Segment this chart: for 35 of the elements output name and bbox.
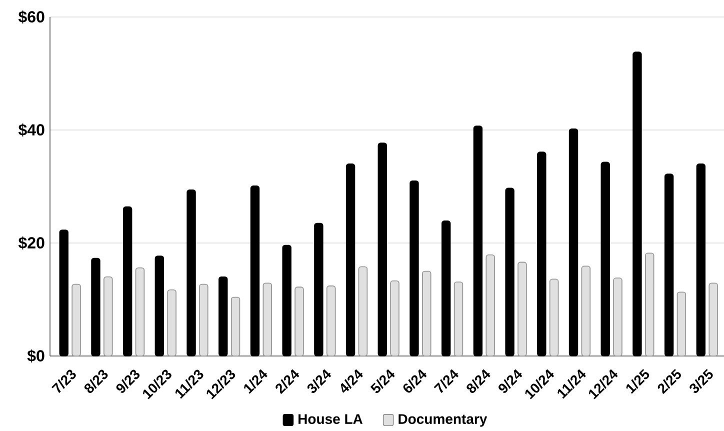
bar [59, 230, 68, 356]
y-tick-label: $40 [18, 123, 44, 137]
bar [441, 220, 451, 356]
legend-label: House LA [298, 414, 363, 424]
bar [410, 180, 419, 356]
x-tick-label: 5/24 [370, 369, 395, 393]
bar [378, 142, 387, 356]
legend-label: Documentary [398, 414, 488, 427]
bar [454, 282, 464, 356]
bar [135, 267, 145, 356]
bar [473, 126, 483, 356]
bar [568, 128, 578, 356]
y-tick-label: $0 [27, 349, 44, 363]
bar [696, 164, 706, 356]
y-tick-label: $20 [18, 236, 44, 250]
bar [346, 164, 356, 356]
bar [537, 152, 546, 356]
bar [122, 206, 132, 356]
x-tick-label: 9/23 [116, 370, 140, 393]
bar [676, 292, 686, 356]
y-tick-label: $60 [18, 10, 44, 24]
bar [505, 188, 514, 356]
bar [664, 174, 674, 356]
bar [314, 222, 324, 356]
bar [230, 296, 240, 356]
bar [154, 256, 164, 356]
bar [186, 189, 196, 356]
bar [218, 276, 228, 356]
x-tick-label: 7/23 [52, 370, 76, 393]
bar [632, 52, 642, 356]
bar [91, 258, 100, 356]
bar [600, 162, 610, 356]
bar [282, 244, 292, 356]
bar [250, 186, 260, 356]
x-tick-label: 8/23 [84, 370, 108, 393]
